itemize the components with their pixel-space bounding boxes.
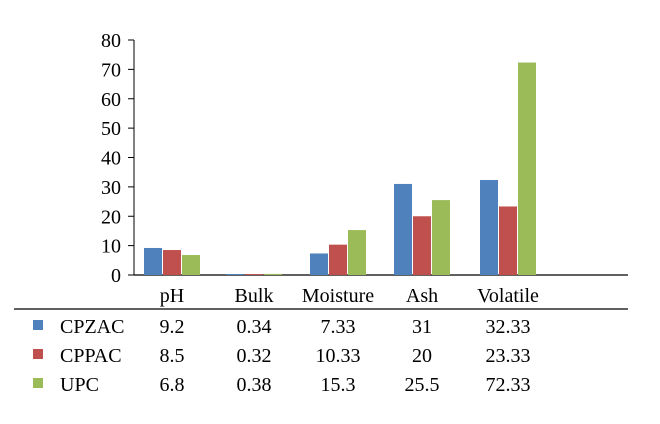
bar-cpzac-ph (144, 247, 162, 275)
bar-cpzac-ash (394, 183, 412, 275)
series-name: CPZAC (60, 316, 124, 338)
data-label: 7.33 (321, 316, 356, 338)
category-label: Ash (406, 285, 438, 307)
legend-key-cppac (33, 349, 43, 359)
data-label: 31 (412, 316, 432, 338)
data-label: 72.33 (486, 374, 531, 396)
data-label: 20 (412, 345, 432, 367)
bar-upc-ash (432, 200, 450, 275)
data-label: 32.33 (486, 316, 531, 338)
data-label: 23.33 (486, 345, 531, 367)
bar-upc-moisture (348, 230, 366, 275)
bar-upc-ph (182, 255, 200, 275)
bar-cpzac-volatile (480, 180, 498, 275)
data-label: 15.3 (321, 374, 356, 396)
bars (144, 62, 536, 275)
data-label: 8.5 (160, 345, 185, 367)
category-label: Moisture (302, 285, 374, 307)
bar-cpzac-moisture (310, 253, 328, 275)
y-tick-label: 10 (101, 236, 121, 258)
category-label: Volatile (477, 285, 539, 307)
y-tick-label: 50 (101, 118, 121, 140)
y-tick-label: 40 (101, 148, 121, 170)
category-label: Bulk (235, 285, 274, 307)
legend-key-cpzac (33, 320, 43, 330)
data-label: 0.38 (237, 374, 272, 396)
bar-cppac-ph (163, 250, 181, 275)
y-tick-label: 60 (101, 89, 121, 111)
bar-cppac-bulk (245, 274, 263, 275)
bar-upc-volatile (518, 62, 536, 275)
y-tick-label: 80 (101, 30, 121, 52)
legend-key-upc (33, 378, 43, 388)
bar-upc-bulk (264, 273, 282, 275)
series-name: UPC (60, 374, 99, 396)
y-ticks: 0 10 20 30 40 50 60 70 80 (101, 30, 134, 287)
data-label: 10.33 (316, 345, 361, 367)
y-tick-label: 0 (111, 265, 121, 287)
data-label: 9.2 (160, 316, 185, 338)
category-labels: pH Bulk Moisture Ash Volatile (160, 285, 539, 307)
bar-cppac-ash (413, 216, 431, 275)
bar-cppac-volatile (499, 206, 517, 275)
y-tick-label: 30 (101, 177, 121, 199)
category-label: pH (160, 285, 184, 307)
data-label: 25.5 (405, 374, 440, 396)
bar-cpzac-bulk (226, 274, 244, 275)
y-tick-label: 20 (101, 206, 121, 228)
bar-cppac-moisture (329, 244, 347, 275)
data-label: 0.32 (237, 345, 272, 367)
data-table: CPZAC 9.2 0.34 7.33 31 32.33 CPPAC 8.5 0.32 10.33… (33, 316, 531, 396)
series-name: CPPAC (60, 345, 122, 367)
y-tick-label: 70 (101, 59, 121, 81)
data-label: 0.34 (237, 316, 272, 338)
data-label: 6.8 (160, 374, 185, 396)
